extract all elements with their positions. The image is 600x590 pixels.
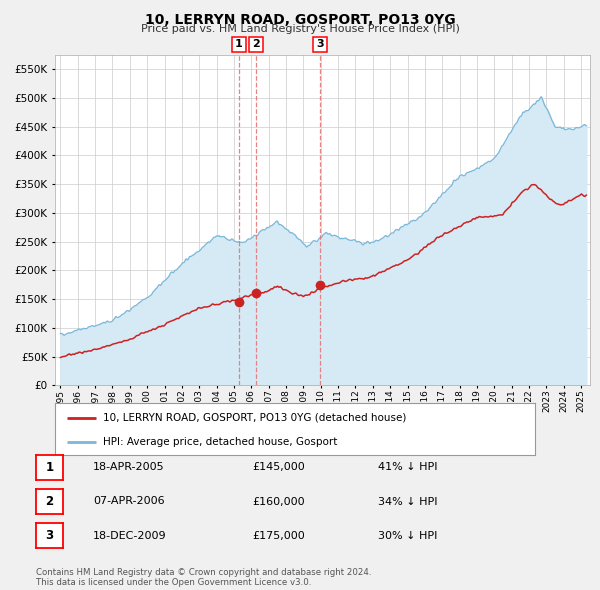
Text: Price paid vs. HM Land Registry's House Price Index (HPI): Price paid vs. HM Land Registry's House …	[140, 24, 460, 34]
Text: Contains HM Land Registry data © Crown copyright and database right 2024.: Contains HM Land Registry data © Crown c…	[36, 568, 371, 577]
Text: £175,000: £175,000	[252, 531, 305, 540]
Text: 1: 1	[235, 40, 243, 50]
Text: £160,000: £160,000	[252, 497, 305, 506]
Text: £145,000: £145,000	[252, 463, 305, 472]
Text: 41% ↓ HPI: 41% ↓ HPI	[378, 463, 437, 472]
Text: 3: 3	[316, 40, 324, 50]
Text: 10, LERRYN ROAD, GOSPORT, PO13 0YG (detached house): 10, LERRYN ROAD, GOSPORT, PO13 0YG (deta…	[103, 412, 407, 422]
Text: 18-APR-2005: 18-APR-2005	[93, 463, 164, 472]
Text: 07-APR-2006: 07-APR-2006	[93, 497, 164, 506]
Text: 30% ↓ HPI: 30% ↓ HPI	[378, 531, 437, 540]
Text: 34% ↓ HPI: 34% ↓ HPI	[378, 497, 437, 506]
Text: 3: 3	[46, 529, 53, 542]
Text: 2: 2	[46, 495, 53, 508]
Text: 2: 2	[252, 40, 260, 50]
Text: HPI: Average price, detached house, Gosport: HPI: Average price, detached house, Gosp…	[103, 437, 338, 447]
Text: This data is licensed under the Open Government Licence v3.0.: This data is licensed under the Open Gov…	[36, 578, 311, 587]
Text: 18-DEC-2009: 18-DEC-2009	[93, 531, 167, 540]
Text: 10, LERRYN ROAD, GOSPORT, PO13 0YG: 10, LERRYN ROAD, GOSPORT, PO13 0YG	[145, 13, 455, 27]
Text: 1: 1	[46, 461, 53, 474]
